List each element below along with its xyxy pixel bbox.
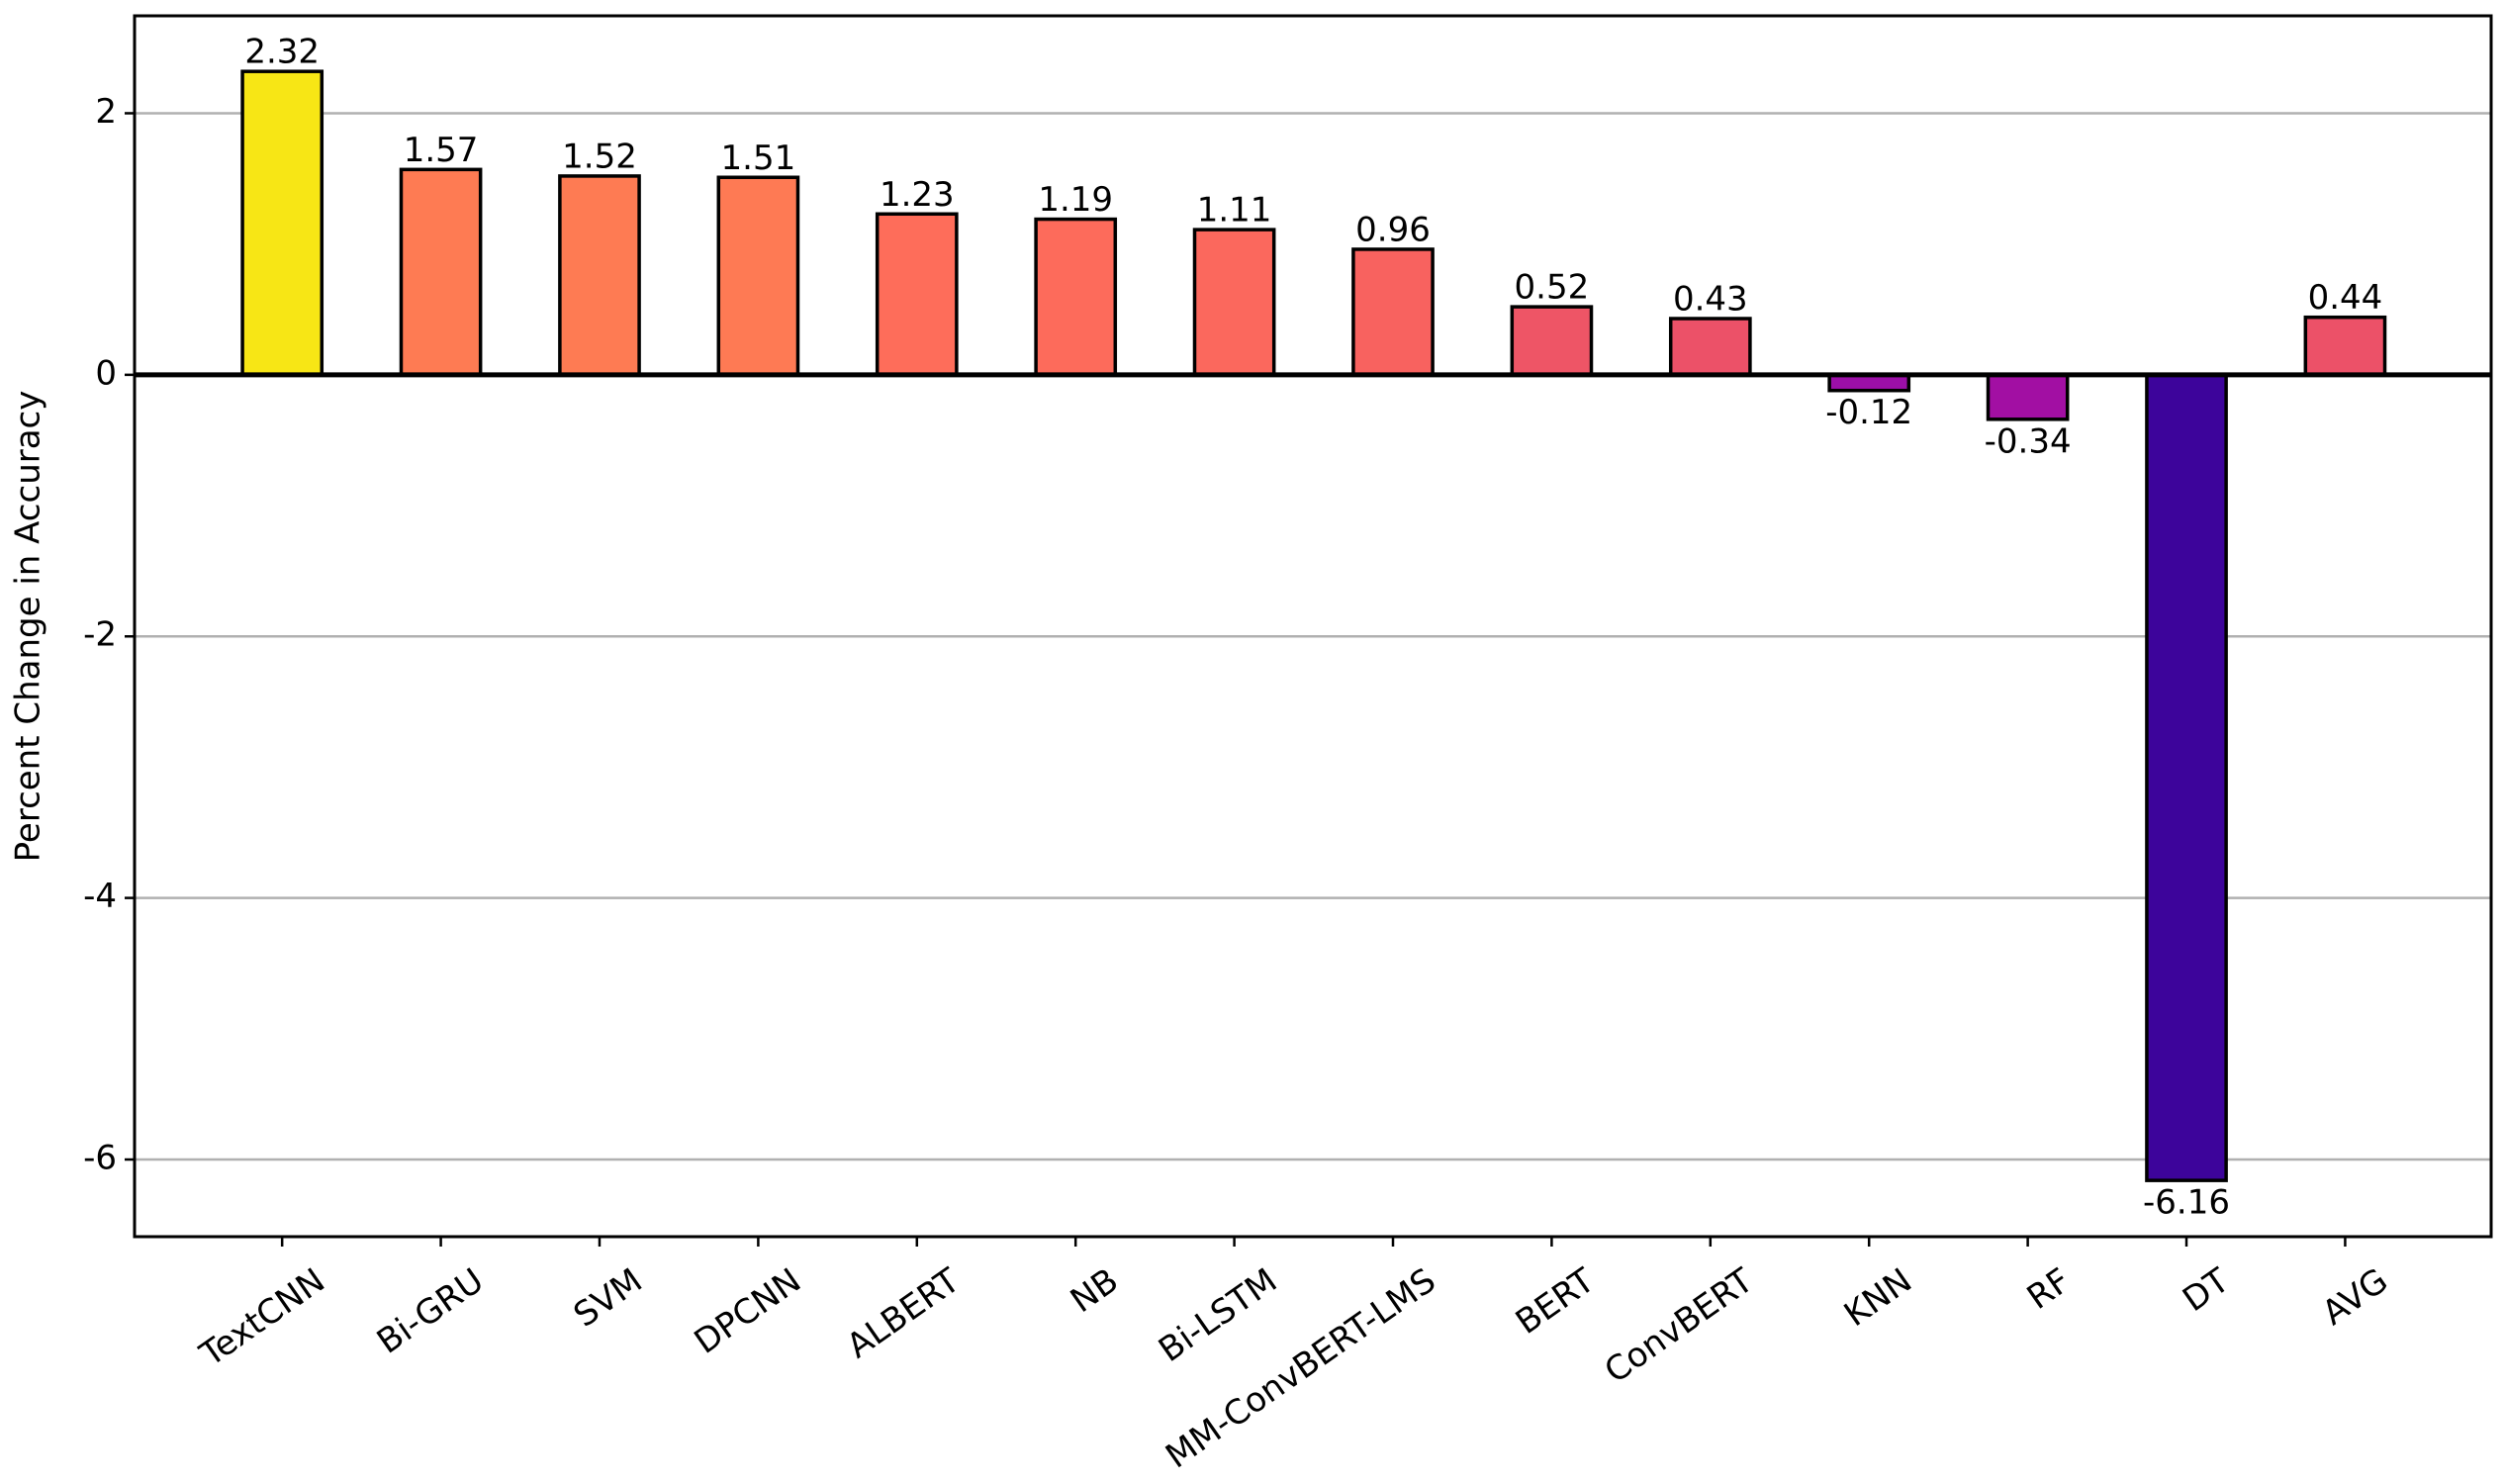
bar (1510, 305, 1594, 377)
data-label: 0.44 (2308, 278, 2383, 318)
data-label: 1.11 (1197, 191, 1272, 231)
bar (1192, 228, 1276, 377)
bar (2303, 315, 2387, 377)
data-label: -0.34 (1985, 421, 2072, 461)
data-label: 1.57 (404, 131, 479, 170)
x-tick-label: NB (1064, 1260, 1126, 1321)
data-label: 0.96 (1355, 210, 1431, 249)
data-label: 1.23 (880, 175, 955, 215)
data-label: 2.32 (244, 33, 320, 72)
data-label: 1.52 (562, 137, 637, 176)
bar (1986, 373, 2070, 421)
x-tick-label: DT (2176, 1260, 2237, 1320)
x-tick-label: BERT (1509, 1260, 1602, 1343)
x-tick-label: TextCNN (193, 1260, 332, 1375)
data-label: 1.19 (1038, 180, 1113, 220)
x-tick-label: MM-ConvBERT-LMS (1159, 1260, 1442, 1476)
data-label: -6.16 (2143, 1183, 2230, 1223)
x-tick-label: SVM (567, 1260, 650, 1335)
bar (1351, 247, 1435, 377)
bar (558, 174, 641, 377)
y-tick-label: -2 (83, 615, 117, 655)
x-tick-label: RF (2020, 1260, 2078, 1318)
y-tick-label: 0 (95, 353, 117, 393)
data-label: 0.52 (1515, 268, 1590, 308)
data-label: -0.12 (1825, 393, 1912, 432)
bar (1668, 317, 1752, 377)
x-tick-label: ALBERT (840, 1260, 968, 1366)
x-tick-label: KNN (1837, 1260, 1919, 1335)
bar (716, 175, 800, 377)
y-tick-label: 2 (95, 92, 117, 132)
x-tick-label: Bi-GRU (370, 1260, 491, 1361)
bar (875, 212, 959, 377)
bar (399, 167, 483, 377)
data-label: 0.43 (1673, 280, 1748, 320)
bar (2145, 373, 2228, 1182)
y-tick-label: -6 (83, 1139, 117, 1178)
y-tick-label: -4 (83, 877, 117, 916)
x-tick-label: DPCNN (688, 1260, 808, 1361)
bar (240, 69, 325, 377)
x-tick-label: Bi-LSTM (1152, 1260, 1284, 1370)
plot-frame (133, 14, 2493, 1239)
data-label: 1.51 (721, 139, 796, 178)
bar (1034, 217, 1118, 377)
y-axis-label: Percent Change in Accuracy (9, 391, 48, 863)
x-tick-label: ConvBERT (1598, 1260, 1761, 1391)
x-tick-label: AVG (2315, 1260, 2395, 1333)
